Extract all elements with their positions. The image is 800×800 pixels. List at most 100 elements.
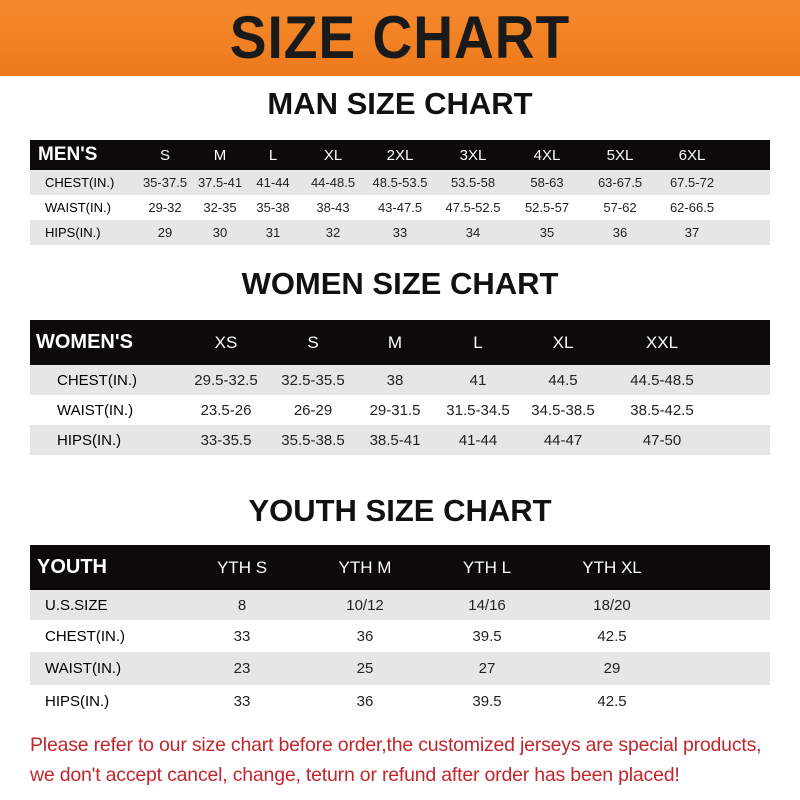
size-header-cell: L bbox=[268, 146, 278, 164]
men-header-row: MEN'S S M L XL 2XL 3XL 4XL 5XL 6XL bbox=[30, 140, 770, 170]
value-cell: 29.5-32.5 bbox=[194, 371, 258, 389]
size-header-cell: M bbox=[213, 146, 227, 164]
size-header-cell: S bbox=[159, 146, 171, 164]
size-header-cell: S bbox=[307, 332, 319, 352]
size-header-cell: XL bbox=[552, 332, 574, 352]
size-header-cell: YTH L bbox=[462, 557, 512, 577]
size-header-cell: YTH XL bbox=[582, 557, 642, 577]
size-header-cell: 6XL bbox=[678, 146, 706, 164]
row-label: CHEST(IN.) bbox=[57, 371, 137, 389]
value-cell: 36 bbox=[612, 225, 628, 240]
table-row: WAIST(IN.) 23 25 27 29 bbox=[30, 652, 770, 685]
notice-line-1: Please refer to our size chart before or… bbox=[30, 734, 762, 756]
row-label: WAIST(IN.) bbox=[45, 660, 122, 677]
row-label: CHEST(IN.) bbox=[45, 627, 125, 645]
value-cell: 38-43 bbox=[316, 200, 350, 215]
value-cell: 29 bbox=[603, 660, 621, 677]
banner: SIZE CHART bbox=[0, 0, 800, 76]
value-cell: 10/12 bbox=[346, 596, 384, 614]
table-row: CHEST(IN.) 33 36 39.5 42.5 bbox=[30, 620, 770, 652]
value-cell: 39.5 bbox=[472, 627, 502, 645]
value-cell: 31.5-34.5 bbox=[446, 401, 510, 419]
value-cell: 23 bbox=[233, 660, 251, 677]
value-cell: 42.5 bbox=[597, 627, 627, 645]
value-cell: 33-35.5 bbox=[200, 431, 252, 449]
row-label: CHEST(IN.) bbox=[45, 175, 115, 190]
value-cell: 57-62 bbox=[603, 200, 637, 215]
table-row: U.S.SIZE 8 10/12 14/16 18/20 bbox=[30, 590, 770, 620]
men-size-table: MEN'S S M L XL 2XL 3XL 4XL 5XL 6XL CHEST(IN.) 35-37… bbox=[30, 140, 770, 245]
value-cell: 35-37.5 bbox=[142, 175, 188, 190]
row-label: WAIST(IN.) bbox=[57, 401, 134, 419]
size-header-cell: YTH M bbox=[338, 557, 392, 577]
size-header-cell: XXL bbox=[645, 332, 679, 352]
value-cell: 25 bbox=[356, 660, 374, 677]
size-header-cell: YTH S bbox=[216, 557, 268, 577]
value-cell: 35 bbox=[539, 225, 555, 240]
value-cell: 58-63 bbox=[530, 175, 564, 190]
table-row: CHEST(IN.) 29.5-32.5 32.5-35.5 38 41 44.5 44.5… bbox=[30, 365, 770, 395]
value-cell: 39.5 bbox=[472, 693, 502, 710]
value-cell: 44.5 bbox=[548, 371, 578, 389]
value-cell: 41 bbox=[469, 371, 487, 389]
value-cell: 29 bbox=[157, 225, 173, 240]
row-label: HIPS(IN.) bbox=[57, 431, 122, 449]
table-row: HIPS(IN.) 33 36 39.5 42.5 bbox=[30, 685, 770, 718]
value-cell: 34.5-38.5 bbox=[531, 401, 595, 419]
table-row: WAIST(IN.) 29-32 32-35 35-38 38-43 43-47.5 47.… bbox=[30, 195, 770, 220]
value-cell: 47.5-52.5 bbox=[445, 200, 501, 215]
size-header-cell: 2XL bbox=[386, 146, 414, 164]
value-cell: 35-38 bbox=[256, 200, 290, 215]
value-cell: 38.5-41 bbox=[369, 431, 421, 449]
value-cell: 29-31.5 bbox=[369, 401, 421, 419]
value-cell: 33 bbox=[392, 225, 408, 240]
value-cell: 47-50 bbox=[642, 431, 682, 449]
size-header-cell: XS bbox=[214, 332, 238, 352]
youth-size-table: YOUTH YTH S YTH M YTH L YTH XL U.S.SIZE 8 10/12… bbox=[30, 545, 770, 718]
value-cell: 33 bbox=[233, 693, 251, 710]
value-cell: 36 bbox=[356, 693, 374, 710]
value-cell: 44-47 bbox=[543, 431, 583, 449]
value-cell: 42.5 bbox=[597, 693, 627, 710]
banner-title: SIZE CHART bbox=[229, 4, 571, 71]
value-cell: 32-35 bbox=[203, 200, 237, 215]
value-cell: 32 bbox=[325, 225, 341, 240]
value-cell: 43-47.5 bbox=[377, 200, 423, 215]
value-cell: 44.5-48.5 bbox=[630, 371, 694, 389]
value-cell: 38 bbox=[386, 371, 404, 389]
value-cell: 37 bbox=[684, 225, 700, 240]
value-cell: 30 bbox=[212, 225, 228, 240]
value-cell: 36 bbox=[356, 627, 374, 645]
value-cell: 41-44 bbox=[458, 431, 498, 449]
value-cell: 29-32 bbox=[148, 200, 182, 215]
table-title-cell: WOMEN'S bbox=[36, 331, 133, 353]
table-row: WAIST(IN.) 23.5-26 26-29 29-31.5 31.5-34.5 34… bbox=[30, 395, 770, 425]
table-row: CHEST(IN.) 35-37.5 37.5-41 41-44 44-48.5 48.5… bbox=[30, 170, 770, 195]
size-header-cell: 5XL bbox=[606, 146, 634, 164]
youth-title: YOUTH SIZE CHART bbox=[248, 493, 552, 528]
value-cell: 44-48.5 bbox=[310, 175, 356, 190]
value-cell: 8 bbox=[237, 596, 247, 614]
value-cell: 37.5-41 bbox=[197, 175, 243, 190]
value-cell: 38.5-42.5 bbox=[630, 401, 694, 419]
value-cell: 62-66.5 bbox=[669, 200, 715, 215]
size-header-cell: XL bbox=[323, 146, 343, 164]
row-label: HIPS(IN.) bbox=[45, 693, 110, 710]
value-cell: 26-29 bbox=[293, 401, 333, 419]
youth-header-row: YOUTH YTH S YTH M YTH L YTH XL bbox=[30, 545, 770, 590]
value-cell: 34 bbox=[465, 225, 481, 240]
women-header-row: WOMEN'S XS S M L XL XXL bbox=[30, 320, 770, 365]
value-cell: 48.5-53.5 bbox=[372, 175, 428, 190]
women-size-table: WOMEN'S XS S M L XL XXL CHEST(IN.) 29.5-32.5 32.5… bbox=[30, 320, 770, 455]
value-cell: 32.5-35.5 bbox=[281, 371, 345, 389]
value-cell: 14/16 bbox=[468, 596, 506, 614]
value-cell: 67.5-72 bbox=[669, 175, 715, 190]
row-label: HIPS(IN.) bbox=[45, 225, 101, 240]
value-cell: 35.5-38.5 bbox=[281, 431, 345, 449]
value-cell: 53.5-58 bbox=[450, 175, 496, 190]
table-row: HIPS(IN.) 29 30 31 32 33 34 35 36 37 bbox=[30, 220, 770, 245]
value-cell: 63-67.5 bbox=[597, 175, 643, 190]
value-cell: 41-44 bbox=[256, 175, 290, 190]
women-title: WOMEN SIZE CHART bbox=[241, 266, 559, 301]
value-cell: 33 bbox=[233, 627, 251, 645]
